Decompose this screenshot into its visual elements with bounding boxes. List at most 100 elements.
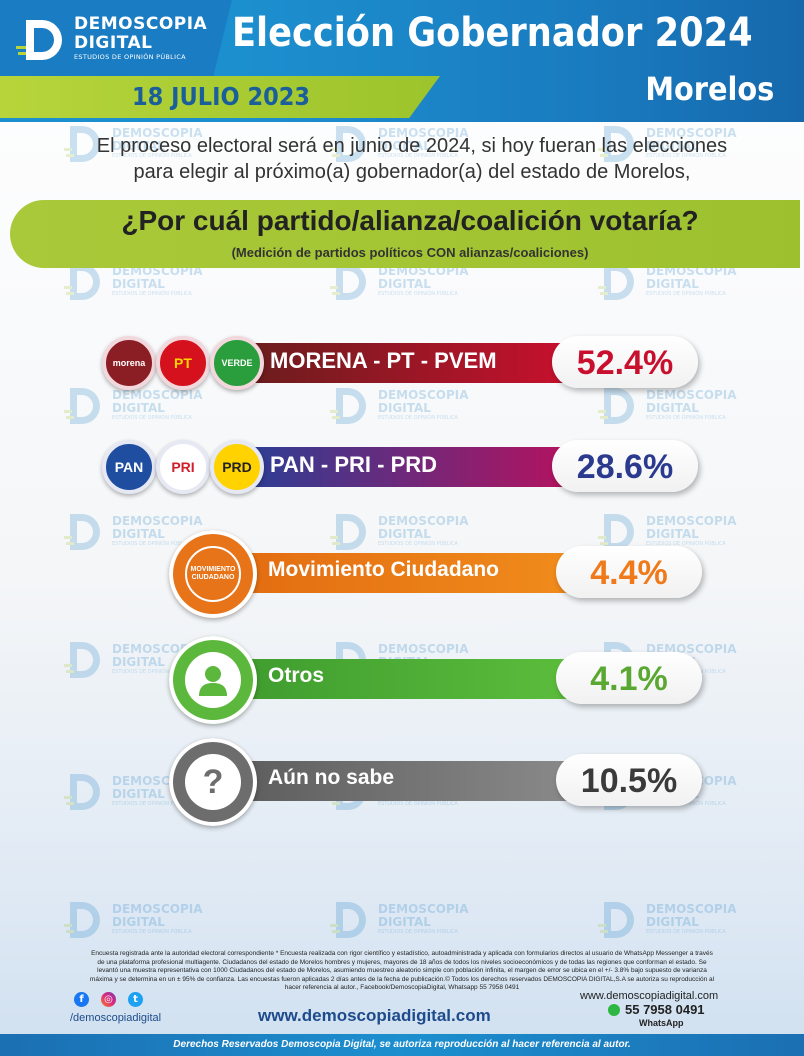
instagram-icon[interactable]: ◎	[101, 992, 116, 1007]
result-label: MORENA - PT - PVEM	[270, 348, 497, 373]
intro-text: El proceso electoral será en junio de 20…	[20, 133, 804, 185]
result-pill	[556, 652, 702, 704]
watermark-d-icon	[64, 514, 100, 550]
watermark-line3: ESTUDIOS DE OPINIÓN PÚBLICA	[646, 153, 726, 159]
prd-logo-icon: PRD	[210, 440, 264, 494]
watermark-line2: DIGITAL	[646, 277, 699, 291]
methodology-disclaimer: Encuesta registrada ante la autoridad el…	[14, 950, 790, 993]
twitter-icon[interactable]: t	[128, 992, 143, 1007]
website-link[interactable]: www.demoscopiadigital.com	[258, 1006, 491, 1025]
watermark-line2: DIGITAL	[378, 139, 431, 153]
social-handle[interactable]: /demoscopiadigital	[70, 1012, 162, 1024]
result-row: MOVIMIENTO CIUDADANO Movimiento Ciudadano…	[0, 530, 804, 618]
watermark-line2: DIGITAL	[378, 277, 431, 291]
result-pill	[556, 754, 702, 806]
watermark-d-icon	[598, 514, 634, 550]
watermark-line2: DIGITAL	[378, 915, 431, 929]
watermark-d-icon	[330, 902, 366, 938]
result-value: 4.1%	[590, 660, 668, 698]
result-bar	[215, 659, 576, 699]
watermark-line2: DIGITAL	[112, 787, 165, 801]
watermark-line3: ESTUDIOS DE OPINIÓN PÚBLICA	[378, 291, 458, 297]
website-small[interactable]: www.demoscopiadigital.com	[580, 990, 719, 1002]
disclaimer-line-1: Encuesta registrada ante la autoridad el…	[91, 950, 713, 957]
result-pill	[556, 546, 702, 598]
watermark-line2: DIGITAL	[112, 915, 165, 929]
watermark-line3: ESTUDIOS DE OPINIÓN PÚBLICA	[378, 929, 458, 935]
watermark-line2: DIGITAL	[112, 139, 165, 153]
result-row: Otros 4.1%	[0, 636, 804, 724]
result-label: Aún no sabe	[268, 766, 395, 789]
result-bar	[250, 343, 572, 383]
watermark-line1: DEMOSCOPIA	[378, 388, 469, 402]
watermark-line1: DEMOSCOPIA	[646, 902, 737, 916]
watermark-d-icon	[64, 902, 100, 938]
watermark-line3: ESTUDIOS DE OPINIÓN PÚBLICA	[378, 153, 458, 159]
question-band	[10, 200, 800, 268]
intro-line-1: El proceso electoral será en junio de 20…	[96, 135, 728, 157]
result-value: 4.4%	[590, 554, 668, 592]
whatsapp-phone[interactable]: 55 7958 0491	[625, 1002, 705, 1017]
survey-date: 18 JULIO 2023	[132, 82, 311, 111]
pan-logo-icon: PAN	[102, 440, 156, 494]
brand-name-line2: DIGITAL	[74, 33, 153, 53]
page-title: Elección Gobernador 2024	[232, 10, 753, 56]
watermark-d-icon	[64, 774, 100, 810]
result-row: morena PT VERDE MORENA - PT - PVEM 52.4%	[0, 328, 804, 400]
watermark-d-icon	[598, 388, 634, 424]
watermark-d-icon	[64, 126, 100, 162]
intro-line-2: para elegir al próximo(a) gobernador(a) …	[133, 161, 691, 183]
facebook-icon[interactable]: f	[74, 992, 89, 1007]
watermark-line1: DEMOSCOPIA	[646, 388, 737, 402]
person-silhouette-icon	[199, 666, 227, 696]
watermark-d-icon	[64, 264, 100, 300]
watermark-line3: ESTUDIOS DE OPINIÓN PÚBLICA	[112, 929, 192, 935]
watermark-line1: DEMOSCOPIA	[112, 514, 203, 528]
pvem-logo-icon: VERDE	[210, 336, 264, 390]
morena-logo-icon: morena	[102, 336, 156, 390]
disclaimer-line-2: de una plataforma profesional multiagent…	[97, 958, 707, 966]
watermark-line3: ESTUDIOS DE OPINIÓN PÚBLICA	[112, 801, 192, 807]
watermark-line3: ESTUDIOS DE OPINIÓN PÚBLICA	[646, 929, 726, 935]
pt-logo-icon: PT	[156, 336, 210, 390]
watermark-line3: ESTUDIOS DE OPINIÓN PÚBLICA	[112, 415, 192, 421]
result-pill	[552, 336, 698, 388]
rights-text: Derechos Reservados Demoscopia Digital, …	[173, 1039, 631, 1050]
watermark-line1: DEMOSCOPIA	[646, 126, 737, 140]
question-mark-icon: ?	[169, 738, 257, 826]
header-banner: DEMOSCOPIA DIGITAL ESTUDIOS DE OPINIÓN P…	[0, 0, 804, 122]
disclaimer-line-4: máxima y se determina en un ± 95% de con…	[89, 975, 715, 983]
movimiento-ciudadano-logo-icon: MOVIMIENTO CIUDADANO	[169, 530, 257, 618]
demoscopia-logo-icon	[16, 20, 62, 60]
result-value: 52.4%	[576, 344, 674, 382]
watermark-line3: ESTUDIOS DE OPINIÓN PÚBLICA	[646, 415, 726, 421]
result-label: Otros	[268, 664, 325, 687]
result-bar	[215, 553, 576, 593]
watermark-d-icon	[330, 126, 366, 162]
question-subtitle: (Medición de partidos políticos CON alia…	[231, 245, 589, 260]
watermark-line2: DIGITAL	[112, 277, 165, 291]
watermark-line3: ESTUDIOS DE OPINIÓN PÚBLICA	[378, 541, 458, 547]
question-text: ¿Por cuál partido/alianza/coalición vota…	[121, 205, 699, 236]
watermark-line1: DEMOSCOPIA	[378, 514, 469, 528]
brand-name-line1: DEMOSCOPIA	[74, 14, 208, 34]
watermark-d-icon	[598, 902, 634, 938]
watermark-line2: DIGITAL	[646, 139, 699, 153]
result-label: PAN - PRI - PRD	[270, 452, 438, 477]
watermark-d-icon	[330, 264, 366, 300]
watermark-line2: DIGITAL	[646, 527, 699, 541]
watermark-d-icon	[330, 388, 366, 424]
disclaimer-line-3: levantó una muestra representativa con 1…	[97, 967, 707, 975]
whatsapp-icon	[608, 1004, 620, 1016]
result-row: PAN PRI PRD PAN - PRI - PRD 28.6%	[0, 432, 804, 504]
watermark-d-icon	[64, 642, 100, 678]
watermark-line1: DEMOSCOPIA	[378, 126, 469, 140]
